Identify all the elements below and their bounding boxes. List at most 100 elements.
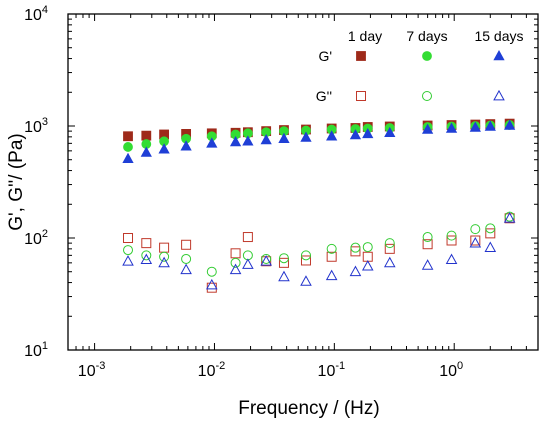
data-point — [158, 143, 170, 154]
y-tick-label: 101 — [24, 340, 48, 360]
data-point — [421, 123, 434, 134]
data-point — [242, 135, 254, 146]
legend-column-label: 7 days — [406, 28, 447, 44]
data-point — [278, 253, 289, 264]
data-point — [123, 233, 134, 243]
data-point — [122, 255, 134, 266]
data-point — [349, 265, 362, 277]
data-point — [469, 236, 482, 248]
data-point — [206, 282, 217, 293]
data-point — [300, 131, 312, 142]
legend-symbol — [422, 91, 432, 101]
data-point — [326, 251, 337, 262]
data-point — [230, 257, 241, 268]
data-point — [242, 258, 254, 269]
legend-symbol — [493, 50, 505, 61]
data-point — [445, 122, 458, 133]
legend-row-label: G' — [318, 48, 332, 64]
x-tick-label: 10-1 — [318, 360, 346, 380]
data-point — [446, 230, 457, 241]
data-point — [362, 251, 373, 262]
data-point — [278, 132, 290, 143]
data-point — [300, 250, 311, 261]
data-point — [278, 257, 289, 268]
data-point — [181, 239, 192, 250]
data-point — [362, 127, 374, 139]
legend-symbol — [356, 51, 366, 61]
y-tick-label: 104 — [24, 4, 48, 24]
data-point — [122, 152, 134, 163]
data-point — [159, 242, 170, 253]
legend-symbol — [493, 89, 505, 101]
data-point — [229, 136, 242, 147]
x-tick-label: 10-3 — [78, 360, 106, 380]
plot-border — [67, 13, 539, 351]
data-point — [350, 242, 361, 253]
data-point — [350, 246, 361, 257]
data-point — [362, 242, 373, 253]
data-point — [206, 137, 218, 148]
data-markers — [122, 118, 516, 293]
data-point — [300, 255, 311, 266]
data-point — [229, 263, 242, 275]
data-point — [484, 241, 497, 253]
data-point — [261, 253, 272, 264]
legend-column-label: 1 day — [348, 28, 382, 44]
data-point — [361, 260, 374, 271]
data-point — [470, 235, 481, 246]
data-point — [242, 232, 253, 243]
data-point — [446, 235, 457, 246]
plot-frame — [67, 13, 539, 351]
data-point — [504, 119, 516, 130]
series-1 — [123, 120, 515, 152]
data-point — [158, 256, 170, 268]
data-point — [421, 259, 434, 270]
data-point — [206, 266, 217, 277]
data-point — [140, 253, 153, 265]
data-point — [159, 251, 170, 262]
legend: 1 day 7 days 15 days G' G'' — [316, 28, 524, 104]
x-tick-label: 100 — [439, 360, 463, 380]
data-point — [484, 120, 496, 131]
x-axis-title: Frequency / (Hz) — [238, 398, 379, 419]
data-point — [485, 228, 496, 239]
data-point — [180, 140, 192, 151]
data-point — [180, 263, 192, 275]
data-point — [325, 269, 338, 281]
data-point — [205, 278, 218, 290]
data-point — [260, 134, 272, 145]
data-point — [141, 238, 152, 249]
data-point — [181, 253, 192, 264]
data-point — [503, 212, 516, 223]
data-point — [384, 243, 395, 254]
y-tick-label: 102 — [24, 228, 48, 248]
x-tick-label: 10-2 — [198, 360, 226, 380]
data-point — [141, 250, 152, 261]
data-point — [278, 270, 290, 282]
data-point — [422, 232, 433, 243]
tick-labels: 10-3 10-2 10-1 100 101 102 103 104 — [24, 4, 463, 380]
legend-row-label: G'' — [316, 88, 332, 104]
series-2 — [122, 119, 516, 163]
y-axis-title: G', G''/ (Pa) — [6, 133, 27, 230]
data-point — [326, 243, 337, 254]
data-point — [230, 248, 241, 259]
data-point — [123, 131, 133, 142]
data-point — [470, 224, 481, 235]
data-point — [123, 142, 133, 152]
legend-symbol — [422, 51, 432, 61]
axis-ticks — [67, 13, 539, 351]
data-point — [326, 130, 338, 141]
data-point — [383, 256, 396, 268]
series-5 — [122, 212, 516, 290]
data-point — [384, 238, 395, 249]
data-point — [349, 129, 362, 140]
data-point — [384, 126, 396, 138]
data-point — [141, 130, 152, 141]
data-point — [140, 146, 152, 157]
data-point — [422, 239, 433, 250]
legend-column-label: 15 days — [474, 28, 523, 44]
data-point — [485, 223, 496, 234]
legend-symbol — [356, 91, 366, 101]
